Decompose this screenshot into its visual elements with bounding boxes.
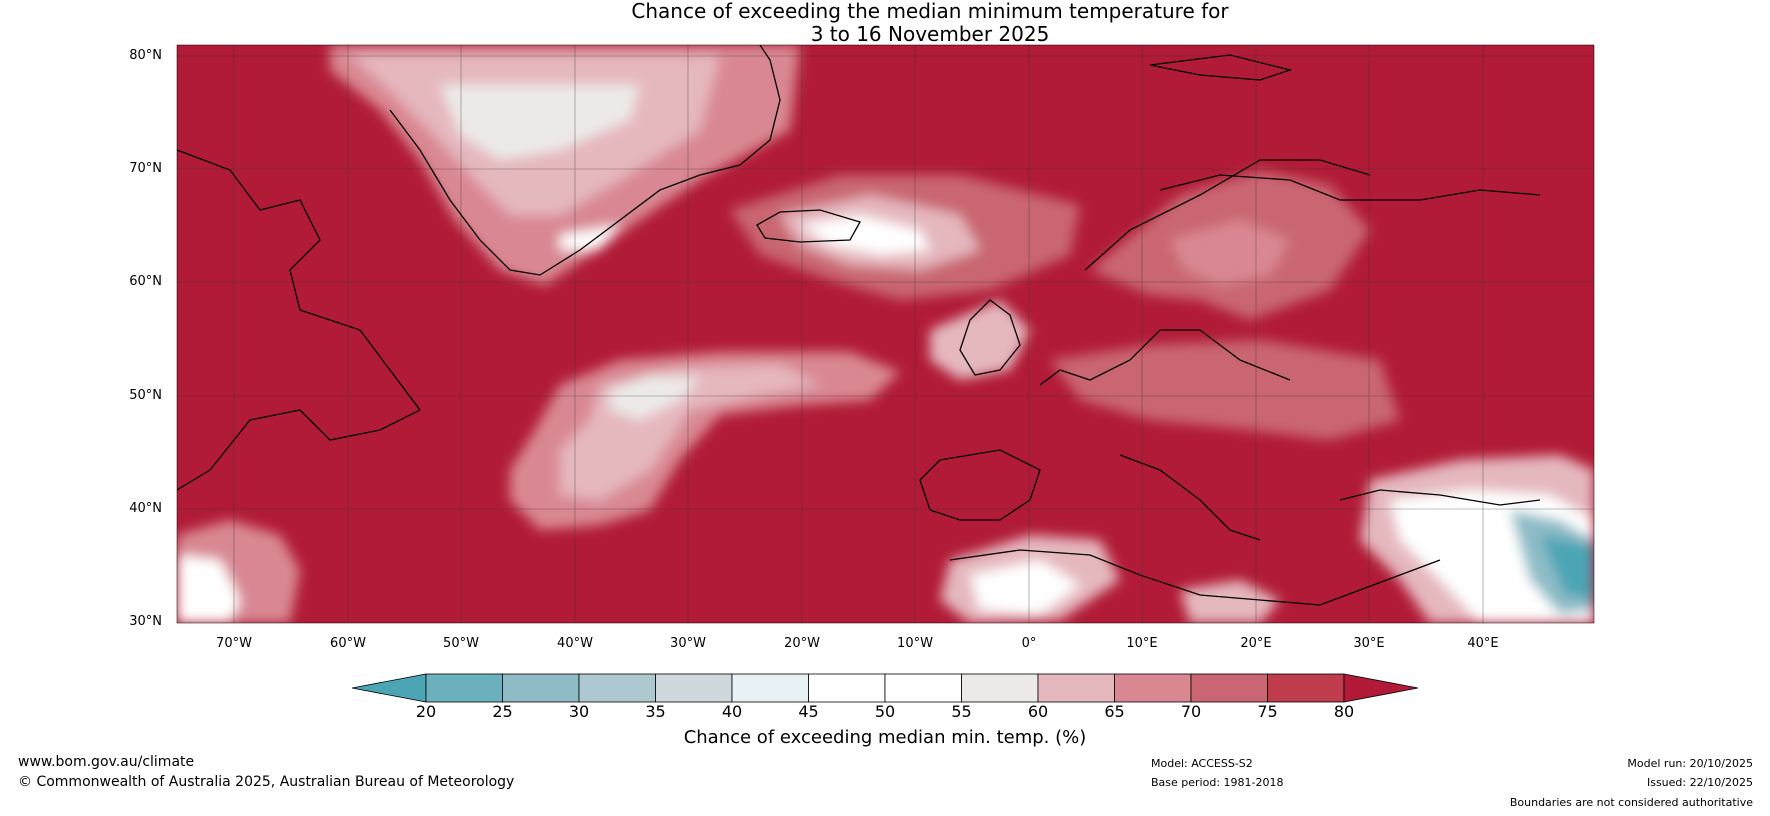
- title-line-2: 3 to 16 November 2025: [810, 22, 1050, 46]
- colorbar-tick-label: 80: [1333, 702, 1355, 721]
- lon-label-0: 0°: [1021, 636, 1037, 651]
- graticule: [177, 45, 1594, 623]
- lon-label-50w: 50°W: [443, 636, 479, 651]
- title-line-1: Chance of exceeding the median minimum t…: [631, 0, 1229, 23]
- colorbar-bin: [502, 673, 580, 703]
- map-frame: [176, 44, 1595, 624]
- boundaries-note: Boundaries are not considered authoritat…: [1509, 796, 1753, 809]
- colorbar-bin: [731, 673, 809, 703]
- colorbar: [351, 673, 1419, 703]
- north-africa-probability-area: [940, 535, 1280, 623]
- lat-label-40n: 40°N: [129, 501, 162, 516]
- colorbar-extend-low: [351, 673, 427, 703]
- lon-label-70w: 70°W: [216, 636, 252, 651]
- colorbar-bin: [1114, 673, 1192, 703]
- colorbar-tick-label: 60: [1027, 702, 1049, 721]
- colorbar-bin: [808, 673, 886, 703]
- greenland-probability-area: [330, 45, 800, 285]
- colorbar-bin: [884, 673, 962, 703]
- lat-label-80n: 80°N: [129, 48, 162, 63]
- lon-label-40e: 40°E: [1467, 636, 1499, 651]
- colorbar-bin: [578, 673, 656, 703]
- colorbar-bin: [1190, 673, 1268, 703]
- issued-date: Issued: 22/10/2025: [1646, 776, 1753, 789]
- colorbar-bin: [655, 673, 733, 703]
- colorbar-tick-label: 50: [874, 702, 896, 721]
- colorbar-bin: [425, 673, 503, 703]
- lon-label-10w: 10°W: [897, 636, 933, 651]
- middle-east-probability-area: [1360, 455, 1594, 623]
- coastlines: [177, 45, 1541, 606]
- colorbar-tick-label: 65: [1104, 702, 1125, 721]
- colorbar-tick-label: 45: [798, 702, 819, 721]
- lon-label-30e: 30°E: [1353, 636, 1385, 651]
- website-link[interactable]: www.bom.gov.au/climate: [18, 754, 195, 770]
- colorbar-tick-label: 30: [568, 702, 590, 721]
- colorbar-tick-label: 40: [721, 702, 743, 721]
- colorbar-extend-high: [1343, 673, 1419, 703]
- colorbar-bin: [1267, 673, 1345, 703]
- colorbar-label: Chance of exceeding median min. temp. (%…: [683, 727, 1087, 748]
- lon-label-60w: 60°W: [330, 636, 366, 651]
- colorbar-tick-label: 25: [492, 702, 513, 721]
- base-period: Base period: 1981-2018: [1151, 776, 1284, 789]
- lat-label-50n: 50°N: [129, 388, 162, 403]
- lon-label-10e: 10°E: [1126, 636, 1158, 651]
- southwest-corner-area: [177, 520, 300, 623]
- colorbar-bin: [961, 673, 1039, 703]
- copyright-text: © Commonwealth of Australia 2025, Austra…: [18, 774, 515, 790]
- colorbar-tick-label: 55: [951, 702, 972, 721]
- model-name: Model: ACCESS-S2: [1151, 757, 1253, 770]
- lon-label-20w: 20°W: [784, 636, 820, 651]
- lon-label-20e: 20°E: [1240, 636, 1272, 651]
- colorbar-tick-label: 35: [645, 702, 666, 721]
- europe-probability-area: [930, 170, 1400, 440]
- forecast-map: [176, 44, 1595, 624]
- colorbar-bin: [1037, 673, 1115, 703]
- colorbar-tick-label: 20: [415, 702, 437, 721]
- lon-label-30w: 30°W: [670, 636, 706, 651]
- atlantic-probability-area: [510, 352, 900, 530]
- chart-title: Chance of exceeding the median minimum t…: [0, 0, 1770, 46]
- lon-label-40w: 40°W: [557, 636, 593, 651]
- iceland-probability-area: [730, 175, 1080, 300]
- model-run-date: Model run: 20/10/2025: [1627, 757, 1753, 770]
- lat-label-70n: 70°N: [129, 161, 162, 176]
- lat-label-60n: 60°N: [129, 274, 162, 289]
- colorbar-tick-label: 70: [1180, 702, 1202, 721]
- lat-label-30n: 30°N: [129, 614, 162, 629]
- colorbar-tick-label: 75: [1257, 702, 1278, 721]
